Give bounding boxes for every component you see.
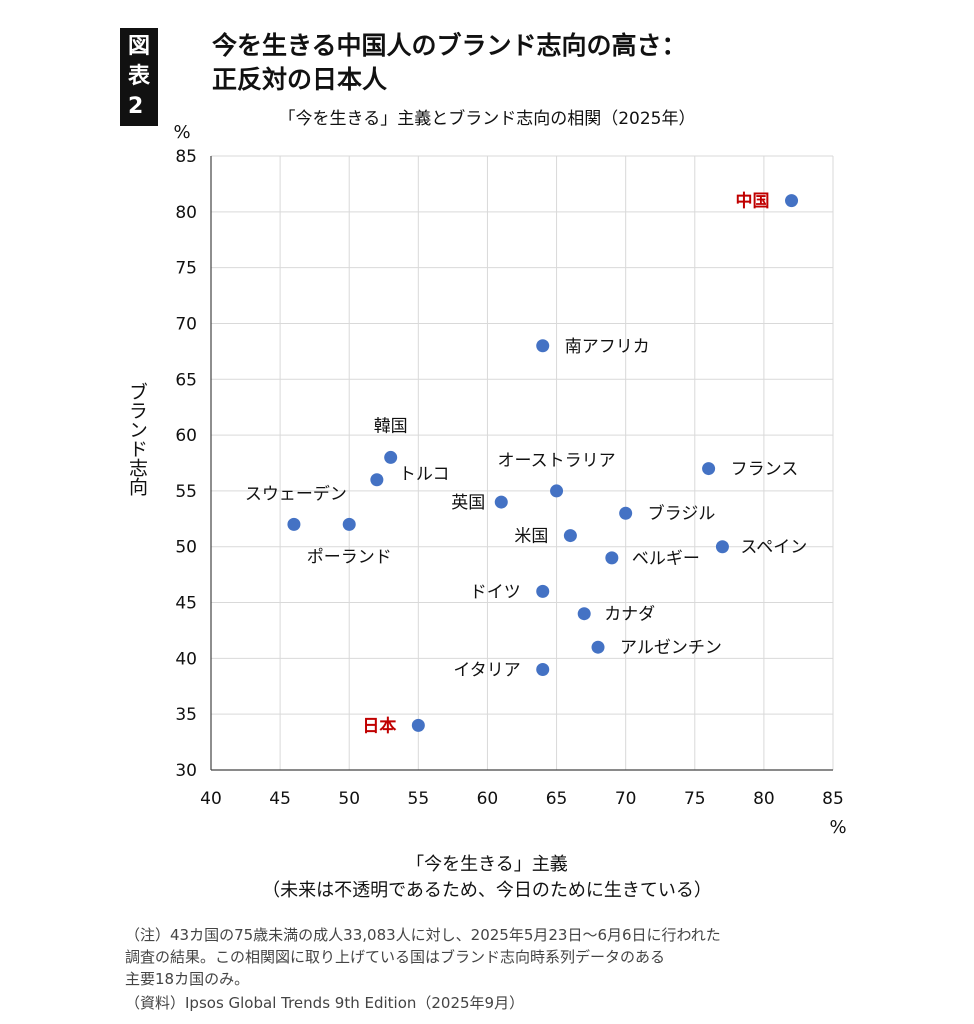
data-label: 南アフリカ — [565, 337, 650, 357]
data-label: ポーランド — [307, 547, 392, 567]
y-tick-label: 70 — [175, 314, 197, 334]
data-point — [619, 506, 633, 520]
data-point — [370, 473, 384, 487]
data-point — [785, 194, 799, 208]
x-tick-label: 75 — [684, 789, 706, 809]
note-line-3: 主要18カ国のみ。 — [125, 970, 250, 988]
data-label: イタリア — [453, 661, 520, 681]
x-tick-label: 50 — [338, 789, 360, 809]
data-point — [605, 551, 619, 565]
x-tick-label: 45 — [269, 789, 291, 809]
plot-area — [211, 156, 833, 770]
y-tick-label: 65 — [175, 370, 197, 390]
y-tick-label: 55 — [175, 482, 197, 502]
y-tick-label: 60 — [175, 426, 197, 446]
data-label: ベルギー — [632, 549, 700, 569]
y-tick-label: 40 — [175, 649, 197, 669]
y-tick-label: 45 — [175, 594, 197, 614]
data-label: フランス — [731, 460, 799, 480]
x-tick-label: 85 — [822, 789, 844, 809]
data-point — [702, 462, 716, 476]
data-label: スペイン — [740, 538, 807, 558]
figure-badge: 図表2 — [120, 28, 159, 126]
note-line-2: 調査の結果。この相関図に取り上げている国はブランド志向時系列データのある — [125, 948, 666, 966]
chart-title: 「今を生きる」主義とブランド志向の相関（2025年） — [278, 109, 696, 129]
data-point — [715, 540, 729, 554]
y-tick-label: 75 — [175, 259, 197, 279]
x-tick-label: 55 — [408, 789, 430, 809]
data-point — [494, 495, 508, 509]
data-point — [536, 584, 550, 598]
data-point — [384, 450, 398, 464]
x-axis-label: 「今を生きる」主義 — [406, 854, 568, 875]
data-point — [563, 529, 577, 543]
data-label: 米国 — [514, 527, 548, 547]
x-tick-label: 60 — [477, 789, 499, 809]
data-label: 中国 — [736, 191, 770, 212]
data-point — [536, 663, 550, 677]
data-label: アルゼンチン — [620, 638, 722, 658]
data-point — [287, 517, 301, 531]
chart-note: （注）43カ国の75歳未満の成人33,083人に対し、2025年5月23日～6月… — [125, 924, 865, 990]
x-tick-label: 70 — [615, 789, 637, 809]
data-label: オーストラリア — [497, 451, 615, 471]
data-label: ブラジル — [648, 503, 716, 524]
figure-title: 今を生きる中国人のブランド志向の高さ： — [212, 31, 687, 60]
y-tick-label: 80 — [175, 203, 197, 223]
data-label: ドイツ — [470, 582, 521, 602]
y-axis-label: ブランド志向 — [126, 382, 148, 496]
y-tick-label: 30 — [175, 761, 197, 781]
data-point — [550, 484, 564, 498]
x-tick-label: 80 — [753, 789, 775, 809]
note-line-1: （注）43カ国の75歳未満の成人33,083人に対し、2025年5月23日～6月… — [125, 926, 721, 944]
figure-title-line2: 正反対の日本人 — [212, 65, 388, 94]
y-tick-label: 50 — [175, 538, 197, 558]
x-tick-label: 40 — [200, 789, 222, 809]
chart-source: （資料）Ipsos Global Trends 9th Edition（2025… — [125, 994, 525, 1012]
x-tick-label: 65 — [546, 789, 568, 809]
y-tick-label: 85 — [175, 147, 197, 167]
x-axis-label-sub: （未来は不透明であるため、今日のために生きている） — [262, 880, 712, 901]
x-unit-label: % — [829, 817, 846, 838]
data-point — [591, 640, 605, 654]
data-label: カナダ — [604, 605, 655, 625]
data-label: 韓国 — [374, 416, 408, 436]
data-label: スウェーデン — [245, 483, 347, 504]
data-label: 英国 — [451, 493, 485, 513]
data-point — [342, 517, 356, 531]
data-point — [577, 607, 591, 621]
data-point — [536, 339, 550, 353]
data-point — [411, 718, 425, 732]
data-label: 日本 — [362, 715, 396, 736]
y-unit-label: % — [173, 122, 190, 143]
y-tick-label: 35 — [175, 705, 197, 725]
data-label: トルコ — [399, 465, 450, 485]
